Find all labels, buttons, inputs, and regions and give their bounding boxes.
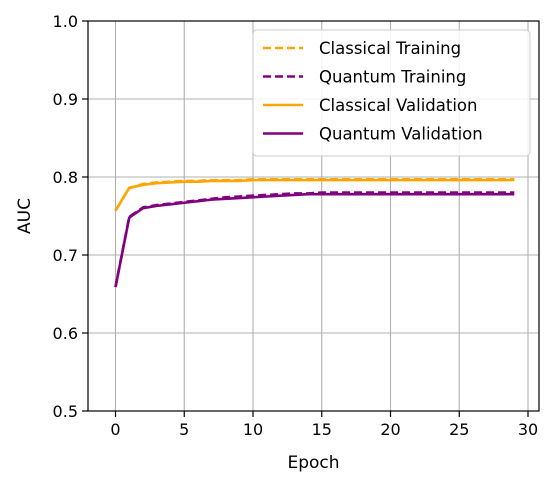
x-tick-label: 15	[312, 420, 332, 439]
series-line-classical-validation	[114, 178, 515, 212]
axis-ticks: 0 5 10 15 20 25 30 0.5 0.6 0.7 0.8 0.9 1.0	[53, 12, 539, 439]
x-tick-label: 30	[518, 420, 538, 439]
legend-label: Quantum Training	[319, 68, 466, 87]
y-tick-label: 0.8	[53, 168, 78, 187]
y-tick-label: 0.9	[53, 90, 78, 109]
x-tick-label: 5	[179, 420, 189, 439]
x-tick-label: 20	[380, 420, 400, 439]
y-axis-label: AUC	[15, 198, 35, 234]
legend-label: Classical Training	[319, 39, 461, 58]
y-tick-label: 1.0	[53, 12, 78, 31]
y-tick-label: 0.7	[53, 246, 78, 265]
plot-frame	[87, 20, 540, 412]
series-line-quantum-validation	[114, 192, 515, 288]
x-tick-label: 10	[243, 420, 263, 439]
legend-label: Quantum Validation	[319, 125, 483, 144]
series-lines	[114, 178, 515, 288]
x-axis-label: Epoch	[287, 453, 339, 473]
legend: Classical Training Quantum Training Classi…	[252, 29, 531, 157]
y-tick-label: 0.5	[53, 402, 78, 421]
x-tick-label: 25	[449, 420, 469, 439]
x-tick-label: 0	[110, 420, 120, 439]
y-tick-label: 0.6	[53, 324, 78, 343]
legend-box	[252, 29, 531, 157]
legend-label: Classical Validation	[319, 96, 477, 115]
